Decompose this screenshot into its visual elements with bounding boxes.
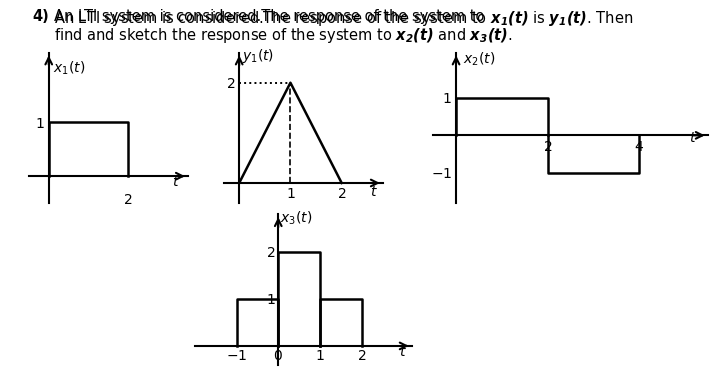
Text: find and sketch the response of the system to $\bfit{x}_2\bfit{(t)}$ and $\bfit{: find and sketch the response of the syst… [54, 26, 513, 45]
Text: $t$: $t$ [172, 175, 180, 189]
Text: $t$: $t$ [690, 131, 697, 145]
Text: $x_3(t)$: $x_3(t)$ [280, 210, 313, 227]
Text: 4): 4) [32, 9, 49, 24]
Text: $t$: $t$ [399, 345, 407, 359]
Text: $t$: $t$ [370, 185, 378, 199]
Text: $x_1(t)$: $x_1(t)$ [53, 60, 85, 77]
Text: An LTI system is considered.The response of the system to: An LTI system is considered.The response… [54, 9, 489, 24]
Text: An LTI system is considered.The response of the system to $\bfit{x}_1\bfit{(t)}$: An LTI system is considered.The response… [54, 9, 633, 29]
Text: $2$: $2$ [123, 193, 133, 208]
Text: $y_1(t)$: $y_1(t)$ [242, 47, 274, 65]
Text: $x_2(t)$: $x_2(t)$ [463, 51, 495, 68]
